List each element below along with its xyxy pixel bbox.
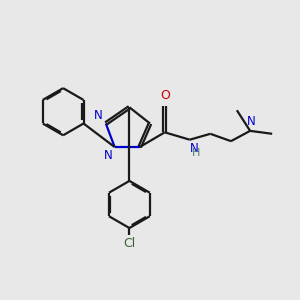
Text: N: N — [94, 109, 103, 122]
Text: O: O — [160, 89, 170, 102]
Text: Cl: Cl — [123, 237, 136, 250]
Text: N: N — [247, 115, 256, 128]
Text: H: H — [191, 148, 200, 158]
Text: N: N — [190, 142, 199, 155]
Text: N: N — [103, 148, 112, 161]
